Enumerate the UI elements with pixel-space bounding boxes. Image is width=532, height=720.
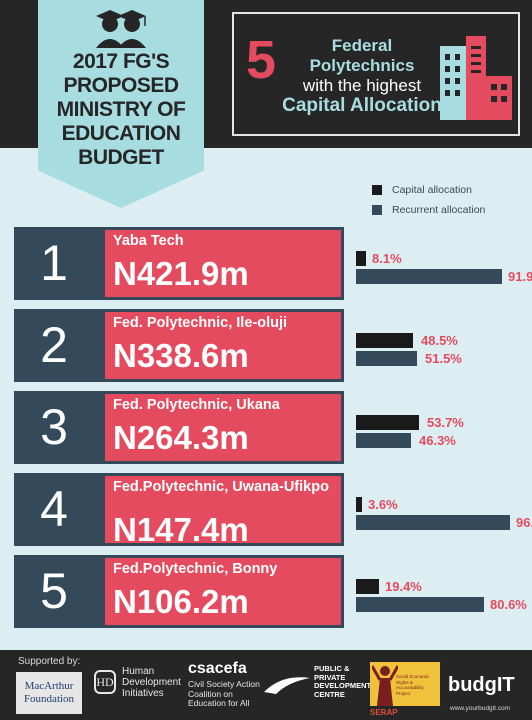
- legend-item-recurrent: Recurrent allocation: [372, 200, 485, 220]
- legend-swatch-recurrent: [372, 205, 382, 215]
- rank-number: 1: [14, 227, 94, 300]
- allocation-amount: N338.6m: [113, 337, 249, 374]
- rank-highlight: [105, 230, 341, 297]
- legend-label-capital: Capital allocation: [392, 184, 472, 196]
- polytechnic-name: Yaba Tech: [113, 233, 184, 249]
- ppdc-line-1: PUBLIC &: [314, 664, 350, 673]
- hdi-logo-icon: HD: [94, 670, 116, 694]
- rank-highlight: [105, 394, 341, 461]
- footer-sponsors: Supported by: MacArthur Foundation HD Hu…: [0, 650, 532, 720]
- recurrent-percent-label: 91.9%: [508, 269, 532, 284]
- polytechnic-name: Fed.Polytechnic, Uwana-Ufikpo: [113, 479, 329, 495]
- capital-percent-label: 19.4%: [385, 579, 422, 594]
- headline-line-2: Polytechnics: [309, 56, 415, 75]
- csacefa-line-2: Coalition on: [188, 688, 233, 699]
- serap-figure-icon: [372, 665, 398, 706]
- recurrent-bar: [356, 597, 484, 612]
- hdi-line-1: Human: [122, 666, 155, 677]
- recurrent-percent-label: 46.3%: [419, 433, 456, 448]
- ranking-row: 2 Fed. Polytechnic, Ile-oluji N338.6m: [14, 309, 344, 382]
- csacefa-logo: csacefa: [188, 660, 247, 677]
- csacefa-caption: Civil Society Action Coalition on Educat…: [188, 679, 260, 709]
- headline-line-3: with the highest: [302, 76, 422, 95]
- capital-bar: [356, 415, 419, 430]
- page-title: 2017 FG'S PROPOSED MINISTRY OF EDUCATION…: [56, 50, 186, 169]
- polytechnic-name: Fed.Polytechnic, Bonny: [113, 561, 278, 577]
- rank-number: 5: [14, 555, 94, 628]
- capital-percent-label: 3.6%: [368, 497, 398, 512]
- capital-bar: [356, 579, 379, 594]
- headline-line-4: Capital Allocation: [282, 95, 442, 116]
- recurrent-percent-label: 96.4%: [516, 515, 532, 530]
- ppdc-swoosh-icon: [264, 677, 310, 694]
- title-banner: 2017 FG'S PROPOSED MINISTRY OF EDUCATION…: [38, 0, 204, 208]
- hdi-logo-text: Human Development Initiatives: [122, 666, 181, 699]
- ppdc-line-3: DEVELOPMENT: [314, 681, 372, 690]
- legend-item-capital: Capital allocation: [372, 180, 485, 200]
- recurrent-bar: [356, 269, 502, 284]
- rank-number: 4: [14, 473, 94, 546]
- headline-line-1: Federal: [331, 36, 393, 55]
- capital-percent-label: 48.5%: [421, 333, 458, 348]
- rank-number: 3: [14, 391, 94, 464]
- budgit-url: www.yourbudgit.com: [450, 705, 510, 712]
- serap-subtitle: Social Economic Rights & Accountability …: [396, 674, 430, 696]
- rank-highlight: [105, 558, 341, 625]
- hdi-line-3: Initiatives: [122, 688, 164, 699]
- ranking-row: 1 Yaba Tech N421.9m: [14, 227, 344, 300]
- macarthur-logo: MacArthur Foundation: [16, 672, 82, 714]
- macarthur-line-2: Foundation: [23, 693, 75, 705]
- recurrent-bar: [356, 515, 510, 530]
- recurrent-bar: [356, 433, 411, 448]
- graduates-icon: [96, 10, 146, 48]
- polytechnic-name: Fed. Polytechnic, Ile-oluji: [113, 315, 288, 331]
- rank-highlight: [105, 476, 341, 543]
- rank-highlight: [105, 312, 341, 379]
- supported-by-label: Supported by:: [18, 656, 81, 667]
- buildings-icon: [440, 36, 512, 120]
- headline-text: Federal Polytechnics with the highest Ca…: [282, 36, 442, 116]
- allocation-amount: N106.2m: [113, 583, 249, 620]
- ranking-row: 4 Fed.Polytechnic, Uwana-Ufikpo N147.4m: [14, 473, 344, 548]
- ppdc-line-2: PRIVATE: [314, 672, 346, 682]
- capital-percent-label: 8.1%: [372, 251, 402, 266]
- budgit-logo: budgIT: [448, 674, 515, 696]
- ranking-row: 3 Fed. Polytechnic, Ukana N264.3m: [14, 391, 344, 464]
- capital-percent-label: 53.7%: [427, 415, 464, 430]
- capital-bar: [356, 333, 413, 348]
- macarthur-line-1: MacArthur: [24, 680, 74, 692]
- allocation-amount: N147.4m: [113, 511, 249, 548]
- polytechnic-name: Fed. Polytechnic, Ukana: [113, 397, 280, 413]
- ppdc-logo-text: PUBLIC & PRIVATE DEVELOPMENT CENTRE: [314, 664, 372, 699]
- serap-label: SERAP: [370, 708, 398, 717]
- capital-bar: [356, 251, 366, 266]
- ppdc-line-4: CENTRE: [314, 689, 345, 699]
- rank-number: 2: [14, 309, 94, 382]
- capital-bar: [356, 497, 362, 512]
- chart-legend: Capital allocation Recurrent allocation: [372, 180, 485, 220]
- serap-logo: Social Economic Rights & Accountability …: [370, 662, 440, 706]
- legend-label-recurrent: Recurrent allocation: [392, 204, 486, 216]
- legend-swatch-capital: [372, 185, 382, 195]
- csacefa-line-1: Civil Society Action: [188, 679, 260, 689]
- ranking-row: 5 Fed.Polytechnic, Bonny N106.2m: [14, 555, 344, 628]
- headline-frame: [232, 12, 520, 136]
- recurrent-percent-label: 80.6%: [490, 597, 527, 612]
- allocation-amount: N421.9m: [113, 255, 249, 292]
- hdi-line-2: Development: [122, 677, 181, 688]
- allocation-amount: N264.3m: [113, 419, 249, 456]
- headline-number: 5: [246, 30, 277, 90]
- recurrent-percent-label: 51.5%: [425, 351, 462, 366]
- recurrent-bar: [356, 351, 417, 366]
- csacefa-line-3: Education for All: [188, 698, 250, 708]
